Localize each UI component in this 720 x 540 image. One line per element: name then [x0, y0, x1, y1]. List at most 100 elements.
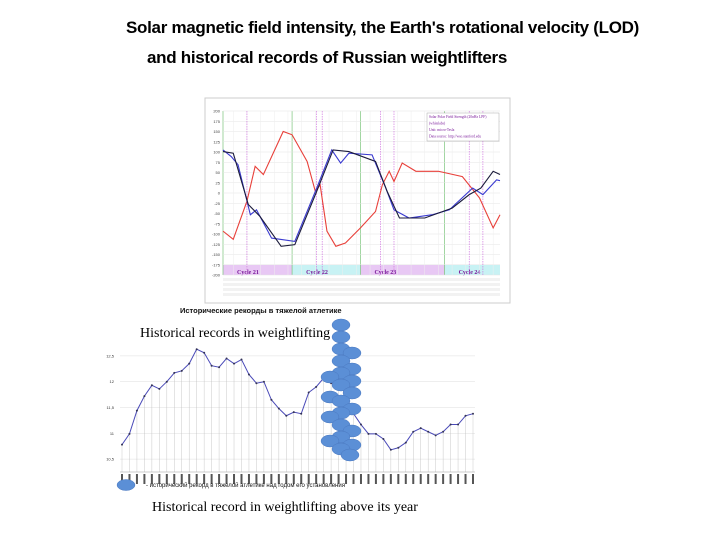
data-point — [285, 414, 288, 417]
y-tick-label: 100 — [213, 150, 220, 155]
y-tick-label: 75 — [216, 160, 221, 165]
y-tick-label: 0 — [218, 191, 221, 196]
y-tick-label: 12,5 — [106, 353, 115, 358]
data-point — [307, 391, 310, 394]
x-tick-label — [442, 474, 445, 484]
y-tick-label: -50 — [214, 211, 221, 216]
x-tick-label — [262, 474, 265, 484]
data-point — [233, 362, 236, 365]
y-tick-label: 25 — [216, 180, 221, 185]
y-tick-label: 175 — [213, 119, 220, 124]
x-tick-label — [300, 474, 303, 484]
data-point — [240, 358, 243, 361]
x-tick-labels — [223, 288, 500, 291]
series-line — [222, 130, 501, 247]
y-tick-label: 50 — [216, 170, 221, 175]
record-marker — [320, 410, 340, 424]
data-point — [300, 412, 303, 415]
data-point — [150, 384, 153, 387]
x-tick-labels — [223, 278, 500, 281]
data-point — [165, 380, 168, 383]
x-tick-label — [457, 474, 460, 484]
data-point — [203, 351, 206, 354]
x-tick-label — [345, 474, 348, 484]
x-tick-label — [277, 474, 280, 484]
record-marker — [320, 434, 340, 448]
y-tick-label: -150 — [212, 252, 221, 257]
data-point — [464, 414, 467, 417]
x-tick-label — [165, 474, 168, 484]
data-point — [382, 437, 385, 440]
data-point — [195, 348, 198, 351]
y-tick-label: -175 — [212, 262, 221, 267]
x-tick-label — [195, 474, 198, 484]
data-point — [315, 385, 318, 388]
x-tick-label — [210, 474, 213, 484]
x-tick-label — [307, 474, 310, 484]
data-point — [412, 430, 415, 433]
data-point — [143, 395, 146, 398]
x-tick-label — [449, 474, 452, 484]
data-point — [472, 412, 474, 415]
legend-box — [426, 112, 500, 142]
record-marker — [320, 370, 340, 384]
x-tick-label — [173, 474, 176, 484]
legend-text: - исторический рекорд в тяжелой атлетике… — [146, 482, 345, 489]
x-tick-label — [419, 474, 422, 484]
legend-text: Data source: http://wso.stanford.edu — [429, 135, 481, 139]
slide-title-line2: and historical records of Russian weight… — [147, 48, 507, 67]
x-tick-label — [203, 474, 206, 484]
x-tick-label — [359, 474, 362, 484]
x-tick-label — [143, 474, 146, 484]
record-marker — [331, 378, 351, 392]
series-line — [222, 149, 501, 247]
legend-text: Solar Polar Field Strength (20nHz LPF) — [429, 115, 487, 119]
caption-records: Historical records in weightlifting — [140, 326, 331, 341]
x-tick-label — [412, 474, 415, 484]
x-tick-label — [128, 474, 131, 484]
x-tick-label — [397, 474, 400, 484]
data-point — [442, 430, 445, 433]
record-marker — [340, 448, 360, 462]
x-tick-label — [427, 474, 430, 484]
data-point — [389, 448, 392, 451]
x-tick-label — [270, 474, 273, 484]
y-tick-label: -75 — [214, 221, 221, 226]
data-point — [255, 382, 258, 385]
data-point — [158, 387, 161, 390]
x-tick-label — [382, 474, 385, 484]
x-tick-labels — [223, 293, 500, 296]
y-tick-label: 12 — [110, 379, 115, 384]
x-tick-label — [315, 474, 318, 484]
slide-title-line1: Solar magnetic field intensity, the Eart… — [126, 18, 639, 37]
record-marker — [331, 330, 351, 344]
data-point — [225, 357, 228, 360]
data-point — [262, 380, 265, 383]
data-point — [218, 366, 221, 369]
x-tick-label — [188, 474, 191, 484]
x-tick-label — [247, 474, 250, 484]
y-tick-label: 11,5 — [107, 405, 115, 410]
x-tick-label — [322, 474, 325, 484]
x-tick-label — [374, 474, 377, 484]
record-marker — [342, 386, 362, 400]
cycle-band — [223, 264, 293, 275]
cycle-band — [444, 264, 500, 275]
data-point — [277, 407, 280, 410]
data-point — [427, 430, 430, 433]
x-tick-label — [389, 474, 392, 484]
data-point — [434, 434, 437, 437]
y-tick-label: -25 — [214, 201, 221, 206]
data-point — [374, 432, 377, 435]
data-point — [457, 423, 460, 426]
cycle-label: Cycle 24 — [459, 270, 481, 276]
cycle-label: Cycle 22 — [306, 270, 328, 276]
x-tick-label — [135, 474, 138, 484]
cycle-label: Cycle 23 — [374, 270, 396, 276]
legend-text: Unit: micro-Tesla — [429, 128, 455, 132]
data-point — [419, 427, 422, 430]
data-point — [247, 373, 250, 376]
y-tick-label: 200 — [213, 109, 220, 114]
